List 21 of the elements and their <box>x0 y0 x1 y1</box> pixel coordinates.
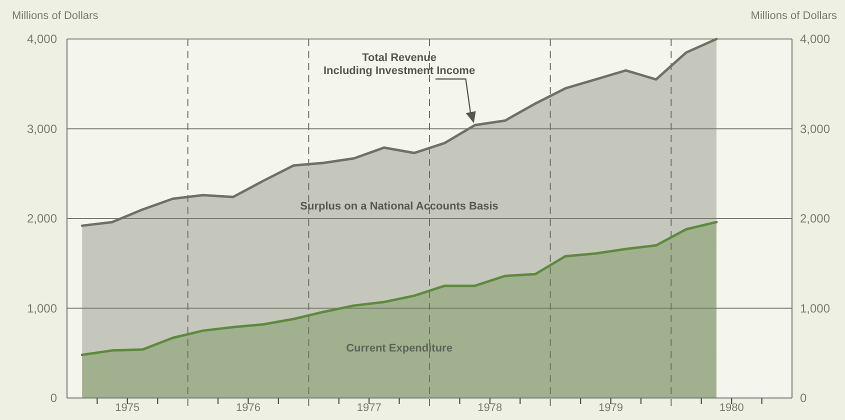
annotation: Surplus on a National Accounts Basis <box>300 200 498 212</box>
y2-axis-title: Millions of Dollars <box>750 10 838 22</box>
y-tick-label: 2,000 <box>26 212 58 226</box>
y-tick-label: 4,000 <box>26 32 58 46</box>
y-axis-title: Millions of Dollars <box>12 10 99 22</box>
y2-tick-label: 3,000 <box>800 122 830 136</box>
text: Total Revenue Including Investment Income <box>324 52 476 77</box>
x-tick-label: 1980 <box>719 402 744 414</box>
y2-tick-label: 1,000 <box>800 301 830 316</box>
y-tick-label: 0 <box>50 391 58 405</box>
y-tick-label: 3,000 <box>26 122 58 136</box>
x-tick-label: 1977 <box>356 402 382 414</box>
y2-tick-label: 2,000 <box>800 212 830 226</box>
x-tick-label: 1976 <box>236 402 260 414</box>
x-tick-label: 1978 <box>478 402 502 414</box>
x-tick-label: 1979 <box>598 402 623 414</box>
x-tick-label: 1975 <box>115 402 140 414</box>
y-tick-label: 1,000 <box>26 301 58 316</box>
series-label: Current Expenditure <box>346 342 452 354</box>
y2-tick-label: 0 <box>800 391 807 405</box>
y2-tick-label: 4,000 <box>800 32 830 46</box>
